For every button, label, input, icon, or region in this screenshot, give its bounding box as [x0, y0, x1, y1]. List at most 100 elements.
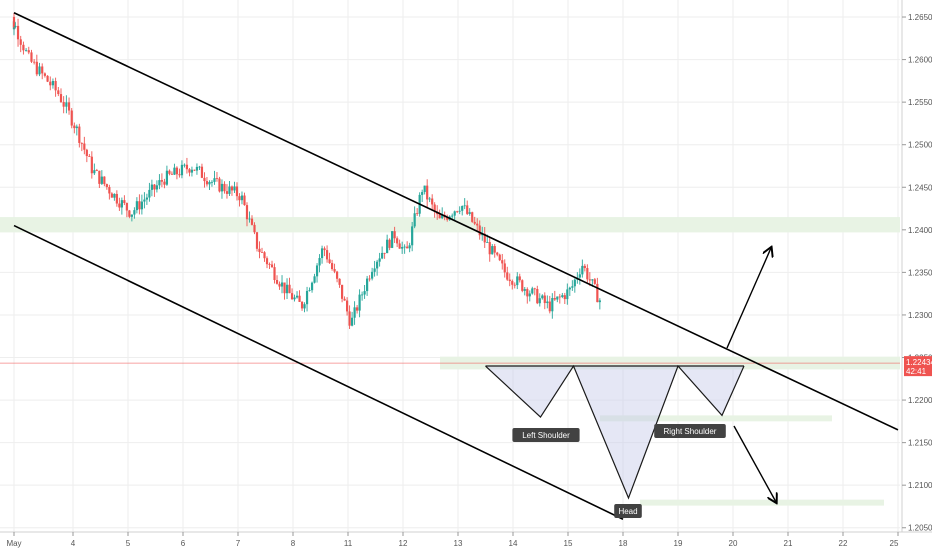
candle-body [393, 231, 396, 239]
candle-body [563, 295, 566, 300]
time-tick-label: May [6, 539, 21, 548]
time-tick-label: 22 [839, 539, 848, 548]
head-label-box [614, 504, 642, 518]
candle-body [493, 246, 496, 253]
candle-body [128, 210, 131, 217]
candle-body [483, 233, 486, 243]
candle-body [138, 201, 141, 210]
candle-body [383, 252, 386, 254]
candle-body [27, 50, 30, 53]
candle-body [536, 288, 539, 304]
candle-body [285, 284, 289, 294]
candle-body [88, 156, 91, 157]
candle-body [421, 192, 424, 195]
candle-body [391, 231, 394, 248]
candle-body [521, 280, 524, 291]
candle-body [218, 178, 221, 192]
candle-body [263, 252, 266, 259]
price-tick-label: 1.25500 [908, 98, 932, 107]
candle-body [260, 252, 264, 253]
candle-body [160, 180, 164, 182]
candle-body [288, 284, 291, 294]
candle-body [213, 178, 216, 182]
candle-body [581, 265, 584, 275]
price-tick-label: 1.21000 [908, 481, 932, 490]
candle-body [100, 176, 103, 184]
candle-body [35, 61, 38, 75]
candle-body [22, 44, 25, 51]
candle-body [406, 246, 409, 249]
candle-body [588, 279, 591, 281]
candle-body [38, 66, 41, 75]
candle-body [51, 80, 55, 86]
candle-body [49, 81, 52, 86]
candle-body [65, 102, 68, 107]
candle-body [303, 304, 306, 309]
candle-body [228, 186, 231, 194]
candle-body [561, 295, 564, 297]
right-shoulder-label: Right Shoulder [664, 427, 717, 436]
candle-body [208, 181, 211, 185]
price-tick-label: 1.26000 [908, 56, 932, 65]
candle-body [173, 167, 176, 175]
candle-body [73, 125, 76, 129]
candle-body [163, 181, 166, 185]
candle-body [350, 317, 354, 326]
candle-body [308, 290, 311, 292]
candle-body [446, 217, 449, 220]
candle-body [133, 210, 136, 215]
candle-body [290, 293, 294, 300]
candle-body [388, 239, 391, 248]
candle-body [57, 90, 60, 95]
candle-body [398, 243, 401, 249]
candle-body [451, 215, 454, 217]
candle-body [593, 279, 596, 284]
candle-body [253, 224, 256, 233]
candle-body [75, 126, 78, 129]
candle-body [426, 185, 429, 200]
candle-body [14, 25, 17, 28]
candle-body [250, 218, 254, 225]
candle-body [518, 276, 521, 281]
candle-body [471, 212, 474, 222]
candle-body [125, 203, 128, 211]
candle-body [248, 218, 251, 220]
candle-body [54, 80, 57, 91]
candle-body [43, 73, 46, 76]
candle-body [318, 258, 321, 266]
candle-body [258, 248, 261, 253]
candle-body [70, 110, 73, 126]
candle-body [180, 164, 184, 176]
candle-body [168, 170, 171, 174]
candle-body [16, 25, 20, 40]
candle-body [143, 199, 146, 202]
candle-body [511, 281, 514, 285]
candle-body [155, 185, 159, 190]
candle-body [98, 170, 101, 184]
bar-countdown: 42:41 [906, 367, 927, 376]
candle-body [150, 184, 153, 190]
candle-body [531, 288, 534, 294]
candle-body [215, 178, 219, 179]
candle-body [463, 205, 466, 207]
candle-body [348, 311, 351, 326]
time-tick-label: 20 [729, 539, 738, 548]
candle-body [411, 226, 414, 246]
candle-body [363, 291, 366, 295]
candle-body [488, 242, 491, 255]
candle-body [245, 205, 249, 220]
candle-body [41, 66, 44, 74]
candle-body [323, 248, 326, 251]
candle-body [371, 271, 374, 279]
candle-body [238, 196, 241, 201]
candle-body [328, 259, 331, 264]
candle-body [516, 276, 519, 286]
candle-body [203, 177, 206, 182]
time-tick-label: 12 [399, 539, 408, 548]
candle-body [566, 289, 569, 300]
candle-body [583, 265, 586, 269]
candle-body [175, 167, 179, 175]
candle-body [198, 166, 201, 168]
